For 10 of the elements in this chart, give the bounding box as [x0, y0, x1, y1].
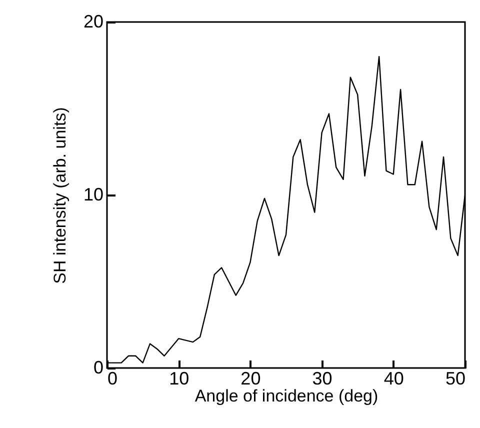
x-tick-label: 30 — [312, 368, 332, 388]
y-axis-title: SH intensity (arb. units) — [50, 107, 70, 284]
x-tick-label: 40 — [384, 368, 404, 388]
y-tick-label: 20 — [83, 12, 104, 32]
x-tick-label: 20 — [240, 368, 261, 388]
x-axis-title: Angle of incidence (deg) — [194, 386, 378, 406]
x-tick-label: 50 — [445, 368, 466, 388]
y-tick-label: 10 — [83, 184, 104, 204]
x-tick-label: 10 — [169, 368, 190, 388]
x-tick-label: 0 — [108, 368, 118, 388]
